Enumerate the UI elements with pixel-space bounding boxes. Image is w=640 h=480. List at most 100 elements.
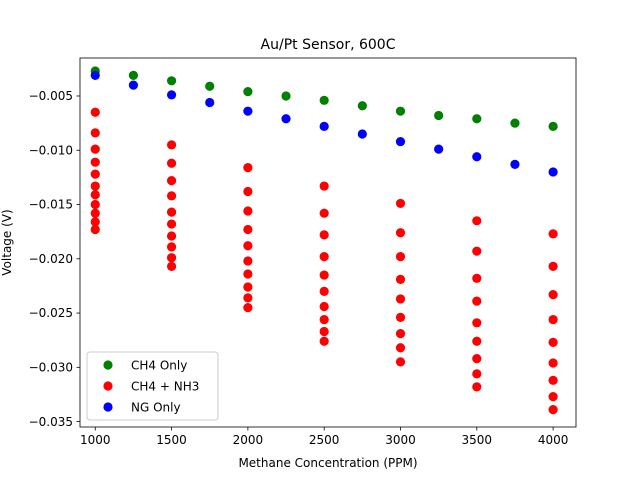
axis-ticks-layer: 1000 1500 2000 2500 3000 3500 4000 −0.005 −0.010… xyxy=(29,89,569,447)
data-point-1-34 xyxy=(319,252,329,262)
data-point-1-0 xyxy=(90,107,100,117)
data-point-2-11 xyxy=(510,159,520,169)
data-point-0-6 xyxy=(319,95,329,105)
legend-label-1: CH4 + NH3 xyxy=(131,379,199,393)
y-tick-label-2: −0.015 xyxy=(29,198,73,212)
data-point-1-65 xyxy=(548,375,558,385)
data-point-1-3 xyxy=(90,157,100,167)
data-point-1-10 xyxy=(90,224,100,235)
data-point-1-9 xyxy=(90,217,100,227)
data-point-1-30 xyxy=(243,303,253,313)
data-point-1-14 xyxy=(166,191,177,201)
legend-marker-2 xyxy=(103,402,113,412)
data-point-1-26 xyxy=(243,256,253,266)
data-point-0-12 xyxy=(548,121,558,131)
data-point-1-38 xyxy=(319,314,329,325)
data-point-1-58 xyxy=(472,382,482,392)
data-point-2-12 xyxy=(548,167,558,177)
data-point-1-37 xyxy=(319,301,329,312)
data-point-1-8 xyxy=(90,208,100,218)
data-point-0-4 xyxy=(243,87,253,97)
data-point-1-48 xyxy=(395,343,406,353)
x-axis-label: Methane Concentration (PPM) xyxy=(238,456,417,470)
data-point-1-19 xyxy=(166,253,177,263)
data-point-1-6 xyxy=(90,190,100,200)
legend-marker-1 xyxy=(103,381,113,391)
data-point-1-27 xyxy=(243,269,253,279)
data-point-1-56 xyxy=(472,354,482,364)
data-point-0-9 xyxy=(434,110,444,121)
data-point-1-55 xyxy=(472,336,482,346)
data-point-1-60 xyxy=(548,261,558,271)
data-point-1-24 xyxy=(243,224,253,235)
data-point-1-29 xyxy=(243,293,253,303)
data-point-1-18 xyxy=(166,242,177,252)
data-point-2-2 xyxy=(166,90,177,100)
data-point-1-43 xyxy=(395,252,406,262)
data-point-0-2 xyxy=(166,76,177,86)
y-tick-label-5: −0.030 xyxy=(29,361,73,375)
data-point-0-11 xyxy=(510,118,520,128)
data-points-layer xyxy=(90,66,558,415)
data-point-1-35 xyxy=(319,270,329,280)
y-tick-label-1: −0.010 xyxy=(29,143,73,157)
data-point-1-2 xyxy=(90,144,100,154)
data-point-1-21 xyxy=(243,163,253,173)
y-tick-label-4: −0.025 xyxy=(29,306,73,320)
data-point-1-52 xyxy=(472,273,482,283)
data-point-1-46 xyxy=(395,312,406,322)
data-point-2-8 xyxy=(395,136,406,147)
data-point-1-12 xyxy=(166,158,177,168)
y-tick-label-3: −0.020 xyxy=(29,252,73,266)
data-point-2-4 xyxy=(243,106,253,116)
data-point-1-61 xyxy=(548,289,558,300)
x-tick-label-4: 3000 xyxy=(385,433,416,447)
y-tick-label-0: −0.005 xyxy=(29,89,73,103)
data-point-0-5 xyxy=(281,91,291,101)
data-point-1-54 xyxy=(472,318,482,328)
data-point-1-15 xyxy=(166,207,177,217)
legend: CH4 Only CH4 + NH3 NG Only xyxy=(86,351,219,421)
data-point-1-41 xyxy=(395,198,406,209)
data-point-1-47 xyxy=(395,329,406,339)
x-tick-label-5: 3500 xyxy=(462,433,493,447)
legend-box xyxy=(86,351,219,421)
data-point-1-13 xyxy=(166,176,177,186)
data-point-1-57 xyxy=(472,369,482,379)
data-point-2-6 xyxy=(319,121,329,131)
data-point-1-36 xyxy=(319,286,329,296)
data-point-1-51 xyxy=(472,246,482,256)
data-point-1-20 xyxy=(166,261,177,271)
data-point-1-40 xyxy=(319,336,329,346)
chart-title: Au/Pt Sensor, 600C xyxy=(261,37,396,53)
data-point-1-31 xyxy=(319,181,329,191)
data-point-1-59 xyxy=(548,229,558,239)
data-point-1-32 xyxy=(319,208,329,218)
data-point-1-45 xyxy=(395,294,406,304)
data-point-0-10 xyxy=(472,114,482,124)
legend-marker-0 xyxy=(103,360,113,370)
y-axis-label: Voltage (V) xyxy=(0,209,14,275)
x-tick-label-0: 1000 xyxy=(80,433,111,447)
plot-frame xyxy=(79,57,577,428)
legend-items: CH4 Only CH4 + NH3 NG Only xyxy=(103,358,199,414)
data-point-1-16 xyxy=(166,219,177,229)
data-point-2-1 xyxy=(128,80,139,90)
data-point-1-33 xyxy=(319,230,329,240)
data-point-1-22 xyxy=(243,186,253,197)
data-point-1-39 xyxy=(319,326,329,337)
data-point-2-10 xyxy=(472,152,482,162)
y-tick-label-6: −0.035 xyxy=(29,415,73,429)
data-point-1-63 xyxy=(548,337,558,347)
data-point-1-53 xyxy=(472,296,482,306)
data-point-1-23 xyxy=(243,206,253,216)
data-point-1-44 xyxy=(395,274,406,284)
data-point-1-5 xyxy=(90,181,100,191)
data-point-1-62 xyxy=(548,314,558,325)
data-point-1-67 xyxy=(548,405,558,415)
data-point-1-1 xyxy=(90,128,100,138)
data-point-0-7 xyxy=(357,101,367,111)
data-point-2-9 xyxy=(434,144,444,154)
